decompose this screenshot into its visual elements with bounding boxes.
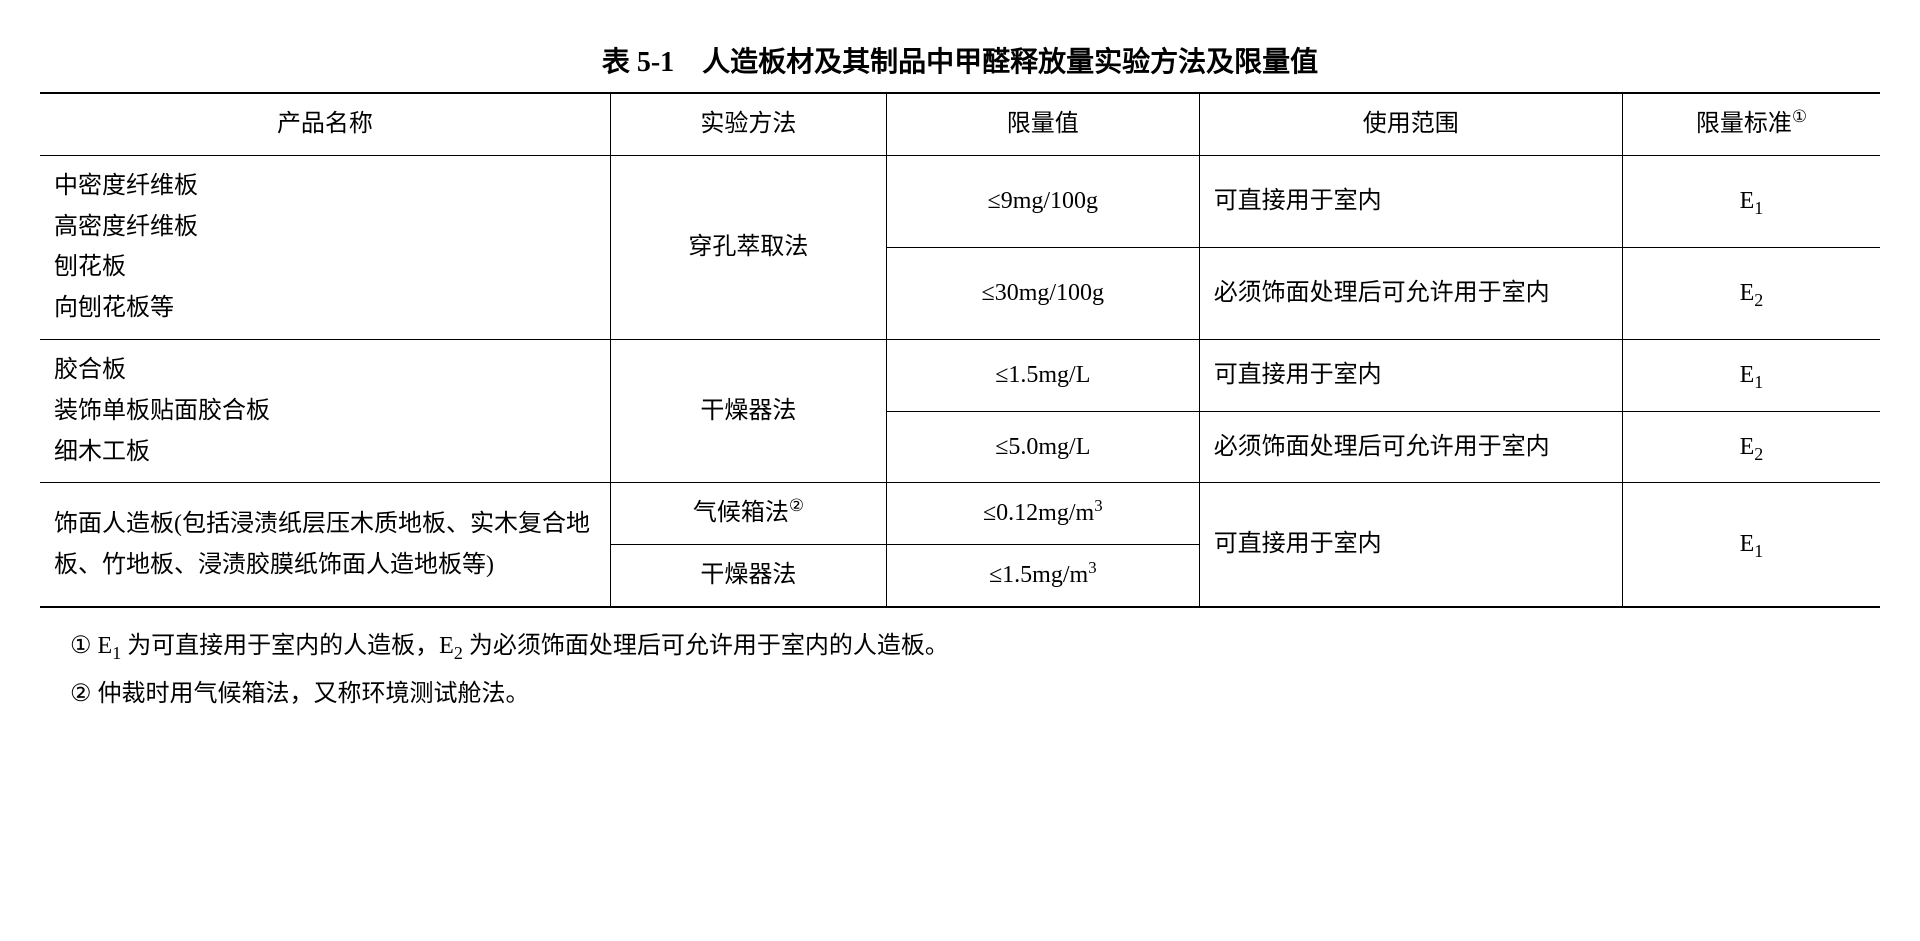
cell-scope: 必须饰面处理后可允许用于室内 bbox=[1199, 411, 1622, 483]
cell-method: 干燥器法 bbox=[610, 545, 886, 607]
cell-standard: E1 bbox=[1622, 483, 1880, 607]
std-prefix: E bbox=[1740, 188, 1755, 214]
footnote-text: 为可直接用于室内的人造板，E bbox=[121, 633, 454, 659]
header-standard: 限量标准① bbox=[1622, 93, 1880, 155]
product-line: 细木工板 bbox=[54, 439, 150, 465]
cell-method: 干燥器法 bbox=[610, 339, 886, 482]
limit-text: ≤0.12mg/m bbox=[983, 500, 1094, 526]
std-prefix: E bbox=[1740, 280, 1755, 306]
cell-method: 穿孔萃取法 bbox=[610, 155, 886, 339]
method-text: 气候箱法 bbox=[693, 500, 789, 526]
std-sub: 1 bbox=[1754, 372, 1763, 392]
cell-product: 饰面人造板(包括浸渍纸层压木质地板、实木复合地板、竹地板、浸渍胶膜纸饰面人造地板… bbox=[40, 483, 610, 607]
product-line: 装饰单板贴面胶合板 bbox=[54, 398, 270, 424]
footnote-mark-icon: ② bbox=[70, 670, 92, 718]
header-product: 产品名称 bbox=[40, 93, 610, 155]
std-prefix: E bbox=[1740, 531, 1755, 557]
std-prefix: E bbox=[1740, 434, 1755, 460]
std-prefix: E bbox=[1740, 362, 1755, 388]
header-scope: 使用范围 bbox=[1199, 93, 1622, 155]
cell-limit: ≤1.5mg/L bbox=[886, 339, 1199, 411]
header-limit: 限量值 bbox=[886, 93, 1199, 155]
footnote-sub: 2 bbox=[454, 643, 463, 663]
product-line: 中密度纤维板 bbox=[54, 173, 198, 199]
header-method: 实验方法 bbox=[610, 93, 886, 155]
cell-scope: 可直接用于室内 bbox=[1199, 483, 1622, 607]
footnote-2: ② 仲裁时用气候箱法，又称环境测试舱法。 bbox=[70, 670, 1880, 718]
product-line: 高密度纤维板 bbox=[54, 214, 198, 240]
limits-table: 产品名称 实验方法 限量值 使用范围 限量标准① 中密度纤维板 高密度纤维板 刨… bbox=[40, 92, 1880, 608]
cell-scope: 必须饰面处理后可允许用于室内 bbox=[1199, 247, 1622, 339]
std-sub: 1 bbox=[1754, 198, 1763, 218]
footnote-text: 为必须饰面处理后可允许用于室内的人造板。 bbox=[463, 633, 949, 659]
footnote-1: ① E1 为可直接用于室内的人造板，E2 为必须饰面处理后可允许用于室内的人造板… bbox=[70, 622, 1880, 670]
product-line: 向刨花板等 bbox=[54, 295, 174, 321]
cell-scope: 可直接用于室内 bbox=[1199, 339, 1622, 411]
footnote-text: 仲裁时用气候箱法，又称环境测试舱法。 bbox=[92, 681, 530, 707]
table-footnotes: ① E1 为可直接用于室内的人造板，E2 为必须饰面处理后可允许用于室内的人造板… bbox=[40, 622, 1880, 718]
table-row: 饰面人造板(包括浸渍纸层压木质地板、实木复合地板、竹地板、浸渍胶膜纸饰面人造地板… bbox=[40, 483, 1880, 545]
table-row: 中密度纤维板 高密度纤维板 刨花板 向刨花板等 穿孔萃取法 ≤9mg/100g … bbox=[40, 155, 1880, 247]
footnote-mark-icon: ① bbox=[70, 622, 92, 670]
note-mark-icon: ② bbox=[789, 496, 804, 515]
table-caption: 表 5-1 人造板材及其制品中甲醛释放量实验方法及限量值 bbox=[40, 40, 1880, 80]
cell-standard: E2 bbox=[1622, 247, 1880, 339]
cell-standard: E2 bbox=[1622, 411, 1880, 483]
cell-product: 中密度纤维板 高密度纤维板 刨花板 向刨花板等 bbox=[40, 155, 610, 339]
product-line: 胶合板 bbox=[54, 357, 126, 383]
footnote-text: E bbox=[92, 633, 113, 659]
unit-sup: 3 bbox=[1088, 558, 1096, 577]
footnote-sub: 1 bbox=[112, 643, 121, 663]
table-row: 胶合板 装饰单板贴面胶合板 细木工板 干燥器法 ≤1.5mg/L 可直接用于室内… bbox=[40, 339, 1880, 411]
note-mark-icon: ① bbox=[1792, 107, 1807, 126]
cell-standard: E1 bbox=[1622, 155, 1880, 247]
cell-method: 气候箱法② bbox=[610, 483, 886, 545]
cell-limit: ≤1.5mg/m3 bbox=[886, 545, 1199, 607]
std-sub: 2 bbox=[1754, 443, 1763, 463]
cell-product: 胶合板 装饰单板贴面胶合板 细木工板 bbox=[40, 339, 610, 482]
cell-limit: ≤30mg/100g bbox=[886, 247, 1199, 339]
table-figure: 表 5-1 人造板材及其制品中甲醛释放量实验方法及限量值 产品名称 实验方法 限… bbox=[40, 40, 1880, 718]
header-standard-text: 限量标准 bbox=[1696, 111, 1792, 137]
cell-limit: ≤9mg/100g bbox=[886, 155, 1199, 247]
product-line: 刨花板 bbox=[54, 254, 126, 280]
cell-scope: 可直接用于室内 bbox=[1199, 155, 1622, 247]
cell-standard: E1 bbox=[1622, 339, 1880, 411]
cell-limit: ≤0.12mg/m3 bbox=[886, 483, 1199, 545]
std-sub: 2 bbox=[1754, 290, 1763, 310]
std-sub: 1 bbox=[1754, 541, 1763, 561]
limit-text: ≤1.5mg/m bbox=[989, 562, 1088, 588]
unit-sup: 3 bbox=[1094, 496, 1102, 515]
table-header-row: 产品名称 实验方法 限量值 使用范围 限量标准① bbox=[40, 93, 1880, 155]
cell-limit: ≤5.0mg/L bbox=[886, 411, 1199, 483]
